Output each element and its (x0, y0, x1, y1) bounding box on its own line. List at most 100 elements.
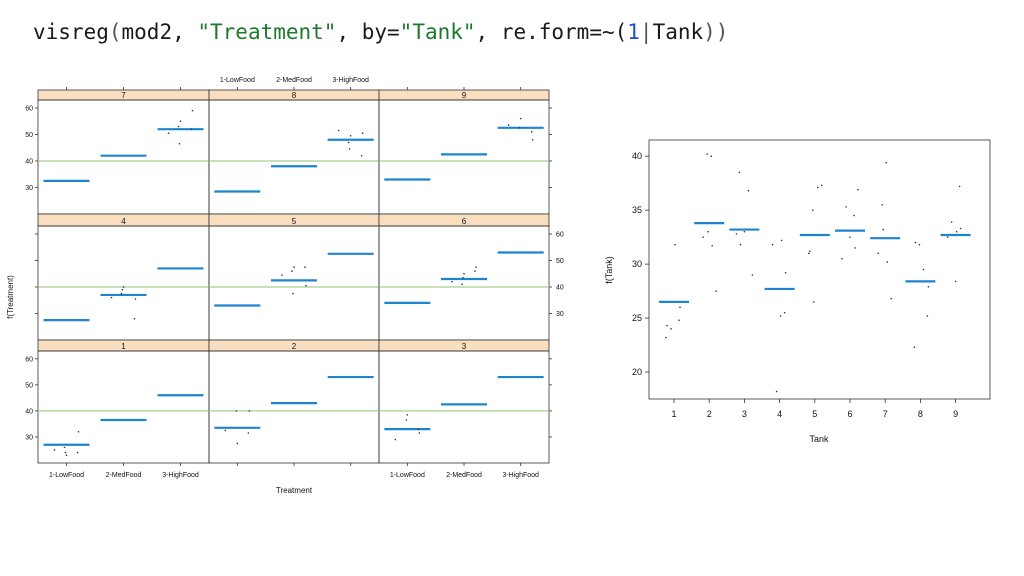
data-point (739, 243, 742, 246)
x-tick-label: 2 (707, 409, 712, 419)
panel-strip-label: 6 (462, 217, 467, 226)
data-point (670, 328, 672, 330)
y-tick-label: 50 (25, 382, 33, 389)
data-point (405, 419, 408, 421)
code-close-parens: )) (703, 20, 729, 44)
y-tick-label: 40 (25, 158, 33, 165)
y-tick-label: 60 (25, 356, 33, 363)
code-number-one: 1 (627, 20, 640, 44)
data-point (417, 428, 420, 430)
x-tick-label: 4 (777, 409, 782, 419)
data-point (780, 239, 783, 242)
data-point (922, 268, 925, 271)
data-point (845, 206, 847, 208)
data-point (857, 188, 859, 191)
panel-strip-label: 4 (121, 217, 126, 226)
data-point (735, 233, 738, 235)
y-tick-label: 30 (25, 434, 33, 441)
data-point (247, 432, 250, 434)
data-point (248, 410, 251, 412)
y-tick-label: 60 (25, 105, 33, 112)
data-point (702, 236, 704, 238)
code-pipe: | (639, 20, 653, 44)
y-tick-label: 30 (25, 185, 33, 192)
data-point (817, 186, 819, 189)
data-point (877, 252, 879, 255)
data-point (236, 442, 239, 445)
data-point (926, 315, 929, 317)
data-point (281, 274, 283, 276)
data-point (121, 288, 124, 291)
data-point (475, 266, 477, 268)
data-point (133, 317, 136, 320)
data-point (751, 274, 754, 276)
x-tick-label: 9 (953, 409, 958, 419)
x-tick-label: 6 (847, 409, 852, 419)
data-point (348, 148, 351, 150)
data-point (881, 203, 883, 206)
data-point (120, 292, 123, 295)
data-point (191, 109, 194, 112)
data-point (531, 138, 534, 141)
panel-strip-label: 1 (121, 342, 126, 351)
data-point (235, 410, 238, 412)
panel-strip-label: 3 (462, 342, 467, 351)
data-point (64, 451, 67, 454)
data-point (530, 131, 533, 133)
data-point (462, 276, 464, 279)
data-point (885, 161, 887, 164)
data-point (918, 243, 921, 246)
x-tick-label: 5 (812, 409, 817, 419)
data-point (958, 185, 961, 188)
code-line: visreg(mod2, "Treatment", by="Tank", re.… (33, 20, 728, 44)
x-axis-title: Tank (809, 434, 829, 444)
data-point (110, 296, 113, 299)
x-tick-label: 8 (918, 409, 923, 419)
data-point (812, 209, 814, 211)
panel-strip-label: 5 (292, 217, 297, 226)
code-open-paren: ( (108, 20, 122, 44)
data-point (882, 228, 884, 231)
y-tick-label: 30 (632, 259, 642, 269)
data-point (167, 132, 170, 134)
data-point (955, 230, 958, 233)
data-point (53, 449, 56, 451)
data-point (474, 270, 476, 272)
data-point (959, 227, 962, 230)
code-arg-model: mod2, (121, 20, 198, 44)
y-tick-label: 40 (25, 408, 33, 415)
data-point (291, 270, 293, 272)
data-point (63, 446, 66, 449)
data-point (190, 128, 193, 130)
data-point (783, 311, 786, 314)
data-point (946, 236, 949, 238)
data-point (418, 432, 421, 434)
y-tick-label: 40 (556, 284, 564, 291)
data-point (841, 257, 843, 260)
x-tick-label: 1-LowFood (220, 77, 255, 84)
data-point (361, 132, 364, 134)
y-tick-label: 50 (556, 258, 564, 265)
y-tick-label: 30 (556, 311, 564, 318)
data-point (293, 266, 295, 268)
data-point (784, 271, 787, 274)
panel-strip-label: 9 (462, 91, 467, 100)
data-point (178, 142, 181, 145)
data-point (821, 184, 823, 187)
data-point (394, 438, 397, 441)
x-tick-label: 3-HighFood (162, 472, 199, 479)
data-point (347, 141, 350, 144)
data-point (950, 221, 953, 223)
x-tick-label: 2-MedFood (446, 472, 482, 479)
data-point (808, 252, 810, 255)
x-tick-label: 3 (742, 409, 747, 419)
data-point (134, 298, 137, 300)
data-point (177, 125, 180, 128)
data-point (360, 154, 363, 157)
x-axis-title: Treatment (276, 486, 313, 495)
data-point (519, 117, 522, 120)
data-point (715, 290, 717, 292)
data-point (666, 324, 668, 327)
plot-frame (648, 139, 991, 400)
data-point (854, 247, 856, 249)
